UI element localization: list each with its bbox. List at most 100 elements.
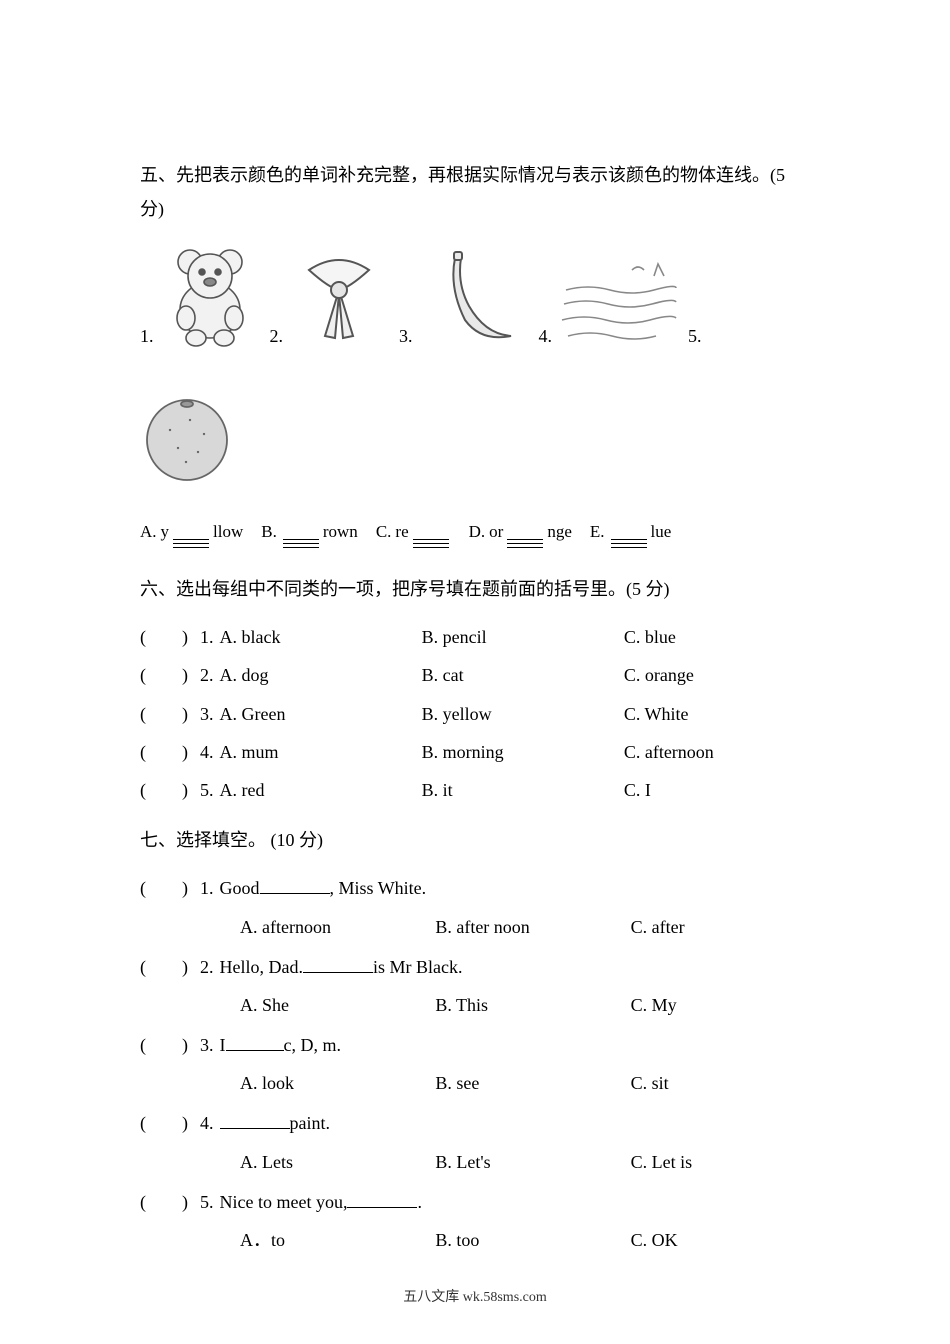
table-row: ( ) 2. A. dog B. cat C. orange xyxy=(140,658,810,692)
color-word-blanks: A. y llow B. rown C. re xyxy=(140,516,810,548)
scarf-icon xyxy=(289,240,389,359)
section7-list: ( ) 1. Good , Miss White. A. afternoon B… xyxy=(140,871,810,1257)
answer-paren[interactable]: ( ) xyxy=(140,658,200,692)
image-number: 4. xyxy=(539,319,553,359)
option-a: A. look xyxy=(240,1066,419,1100)
options-row: A. She B. This C. My xyxy=(200,988,810,1022)
option-b: B. after noon xyxy=(435,910,614,944)
stem-post: , Miss White. xyxy=(330,871,427,905)
answer-paren[interactable]: ( ) xyxy=(140,1028,200,1062)
option-c: C. Let is xyxy=(631,1145,810,1179)
orange-fruit-icon xyxy=(140,390,235,496)
stem-post: . xyxy=(417,1185,422,1219)
q-number: 3. xyxy=(200,1028,214,1062)
image-number: 1. xyxy=(140,319,154,359)
table-row: ( ) 4. A. mum B. morning C. afternoon xyxy=(140,735,810,769)
answer-paren[interactable]: ( ) xyxy=(140,1106,200,1140)
option-b: B. This xyxy=(435,988,614,1022)
option-a: A. She xyxy=(240,988,419,1022)
options-row: A. look B. see C. sit xyxy=(200,1066,810,1100)
option-c: C. blue xyxy=(624,620,810,654)
option-b: B. cat xyxy=(422,658,608,692)
answer-paren[interactable]: ( ) xyxy=(140,871,200,905)
image-number: 3. xyxy=(399,319,413,359)
fill-blank[interactable] xyxy=(226,1033,284,1051)
fill-blank[interactable] xyxy=(260,876,330,894)
answer-paren[interactable]: ( ) xyxy=(140,697,200,731)
blank-lines xyxy=(283,539,319,548)
blank-prefix: y xyxy=(161,516,170,548)
answer-paren[interactable]: ( ) xyxy=(140,620,200,654)
table-row: ( ) 3. A. Green B. yellow C. White xyxy=(140,697,810,731)
blank-letter: C. xyxy=(376,516,394,548)
option-a: A. black xyxy=(220,620,406,654)
blank-lines xyxy=(173,539,209,548)
image-cell: 2. xyxy=(270,240,390,359)
page-footer: 五八文库 wk.58sms.com xyxy=(0,1286,950,1306)
options-row: A．to B. too C. OK xyxy=(200,1223,810,1257)
image-number: 2. xyxy=(270,319,284,359)
blank-prefix: or xyxy=(489,516,503,548)
q-number: 2. xyxy=(200,950,214,984)
option-c: C. My xyxy=(631,988,810,1022)
table-row: ( ) 5. A. red B. it C. I xyxy=(140,773,810,807)
image-number: 5. xyxy=(688,319,702,359)
section5-title: 五、先把表示颜色的单词补充完整，再根据实际情况与表示该颜色的物体连线。(5 分) xyxy=(140,158,810,226)
fill-blank[interactable] xyxy=(303,955,373,973)
table-row: ( ) 2. Hello, Dad. is Mr Black. xyxy=(140,950,810,984)
option-c: C. OK xyxy=(631,1223,810,1257)
q-number: 2. xyxy=(200,658,214,692)
option-b: B. too xyxy=(435,1223,614,1257)
q-number: 3. xyxy=(200,697,214,731)
blank-letter: E. xyxy=(590,516,607,548)
stem-post: is Mr Black. xyxy=(373,950,463,984)
blank-item: B. rown xyxy=(261,516,358,548)
blank-lines xyxy=(611,539,647,548)
section6-list: ( ) 1. A. black B. pencil C. blue ( ) 2.… xyxy=(140,620,810,807)
blank-letter: D. xyxy=(469,516,488,548)
q-number: 5. xyxy=(200,1185,214,1219)
answer-paren[interactable]: ( ) xyxy=(140,773,200,807)
section6-title: 六、选出每组中不同类的一项，把序号填在题前面的括号里。(5 分) xyxy=(140,572,810,606)
answer-paren[interactable]: ( ) xyxy=(140,950,200,984)
bear-icon xyxy=(160,240,260,359)
blank-suffix: llow xyxy=(213,516,243,548)
options-row: A. afternoon B. after noon C. after xyxy=(200,910,810,944)
option-c: C. sit xyxy=(631,1066,810,1100)
option-a: A. afternoon xyxy=(240,910,419,944)
table-row: ( ) 1. Good , Miss White. xyxy=(140,871,810,905)
option-b: B. see xyxy=(435,1066,614,1100)
table-row: ( ) 5. Nice to meet you, . xyxy=(140,1185,810,1219)
image-cell: 4. xyxy=(539,240,679,359)
option-a: A. Green xyxy=(220,697,406,731)
blank-letter: B. xyxy=(261,516,279,548)
q-number: 1. xyxy=(200,620,214,654)
q-number: 4. xyxy=(200,735,214,769)
blank-item: E. lue xyxy=(590,516,671,548)
option-c: C. after xyxy=(631,910,810,944)
answer-paren[interactable]: ( ) xyxy=(140,1185,200,1219)
section5-image-row: 1. 2. xyxy=(140,240,810,359)
banana-icon xyxy=(419,240,529,359)
stem-pre: Hello, Dad. xyxy=(220,950,303,984)
stem-post: paint. xyxy=(290,1106,331,1140)
option-c: C. White xyxy=(624,697,810,731)
option-a: A. dog xyxy=(220,658,406,692)
blank-lines xyxy=(507,539,543,548)
blank-letter: A. xyxy=(140,516,159,548)
fill-blank[interactable] xyxy=(347,1190,417,1208)
q-number: 5. xyxy=(200,773,214,807)
blank-prefix: re xyxy=(395,516,408,548)
section5-image-row2 xyxy=(140,390,810,496)
option-c: C. I xyxy=(624,773,810,807)
answer-paren[interactable]: ( ) xyxy=(140,735,200,769)
option-c: C. orange xyxy=(624,658,810,692)
image-cell: 3. xyxy=(399,240,529,359)
sea-icon xyxy=(558,240,678,359)
blank-suffix: lue xyxy=(651,516,672,548)
stem-pre: Good xyxy=(220,871,260,905)
section7-title: 七、选择填空。 (10 分) xyxy=(140,823,810,857)
option-b: B. morning xyxy=(422,735,608,769)
fill-blank[interactable] xyxy=(220,1111,290,1129)
blank-item: A. y llow xyxy=(140,516,243,548)
